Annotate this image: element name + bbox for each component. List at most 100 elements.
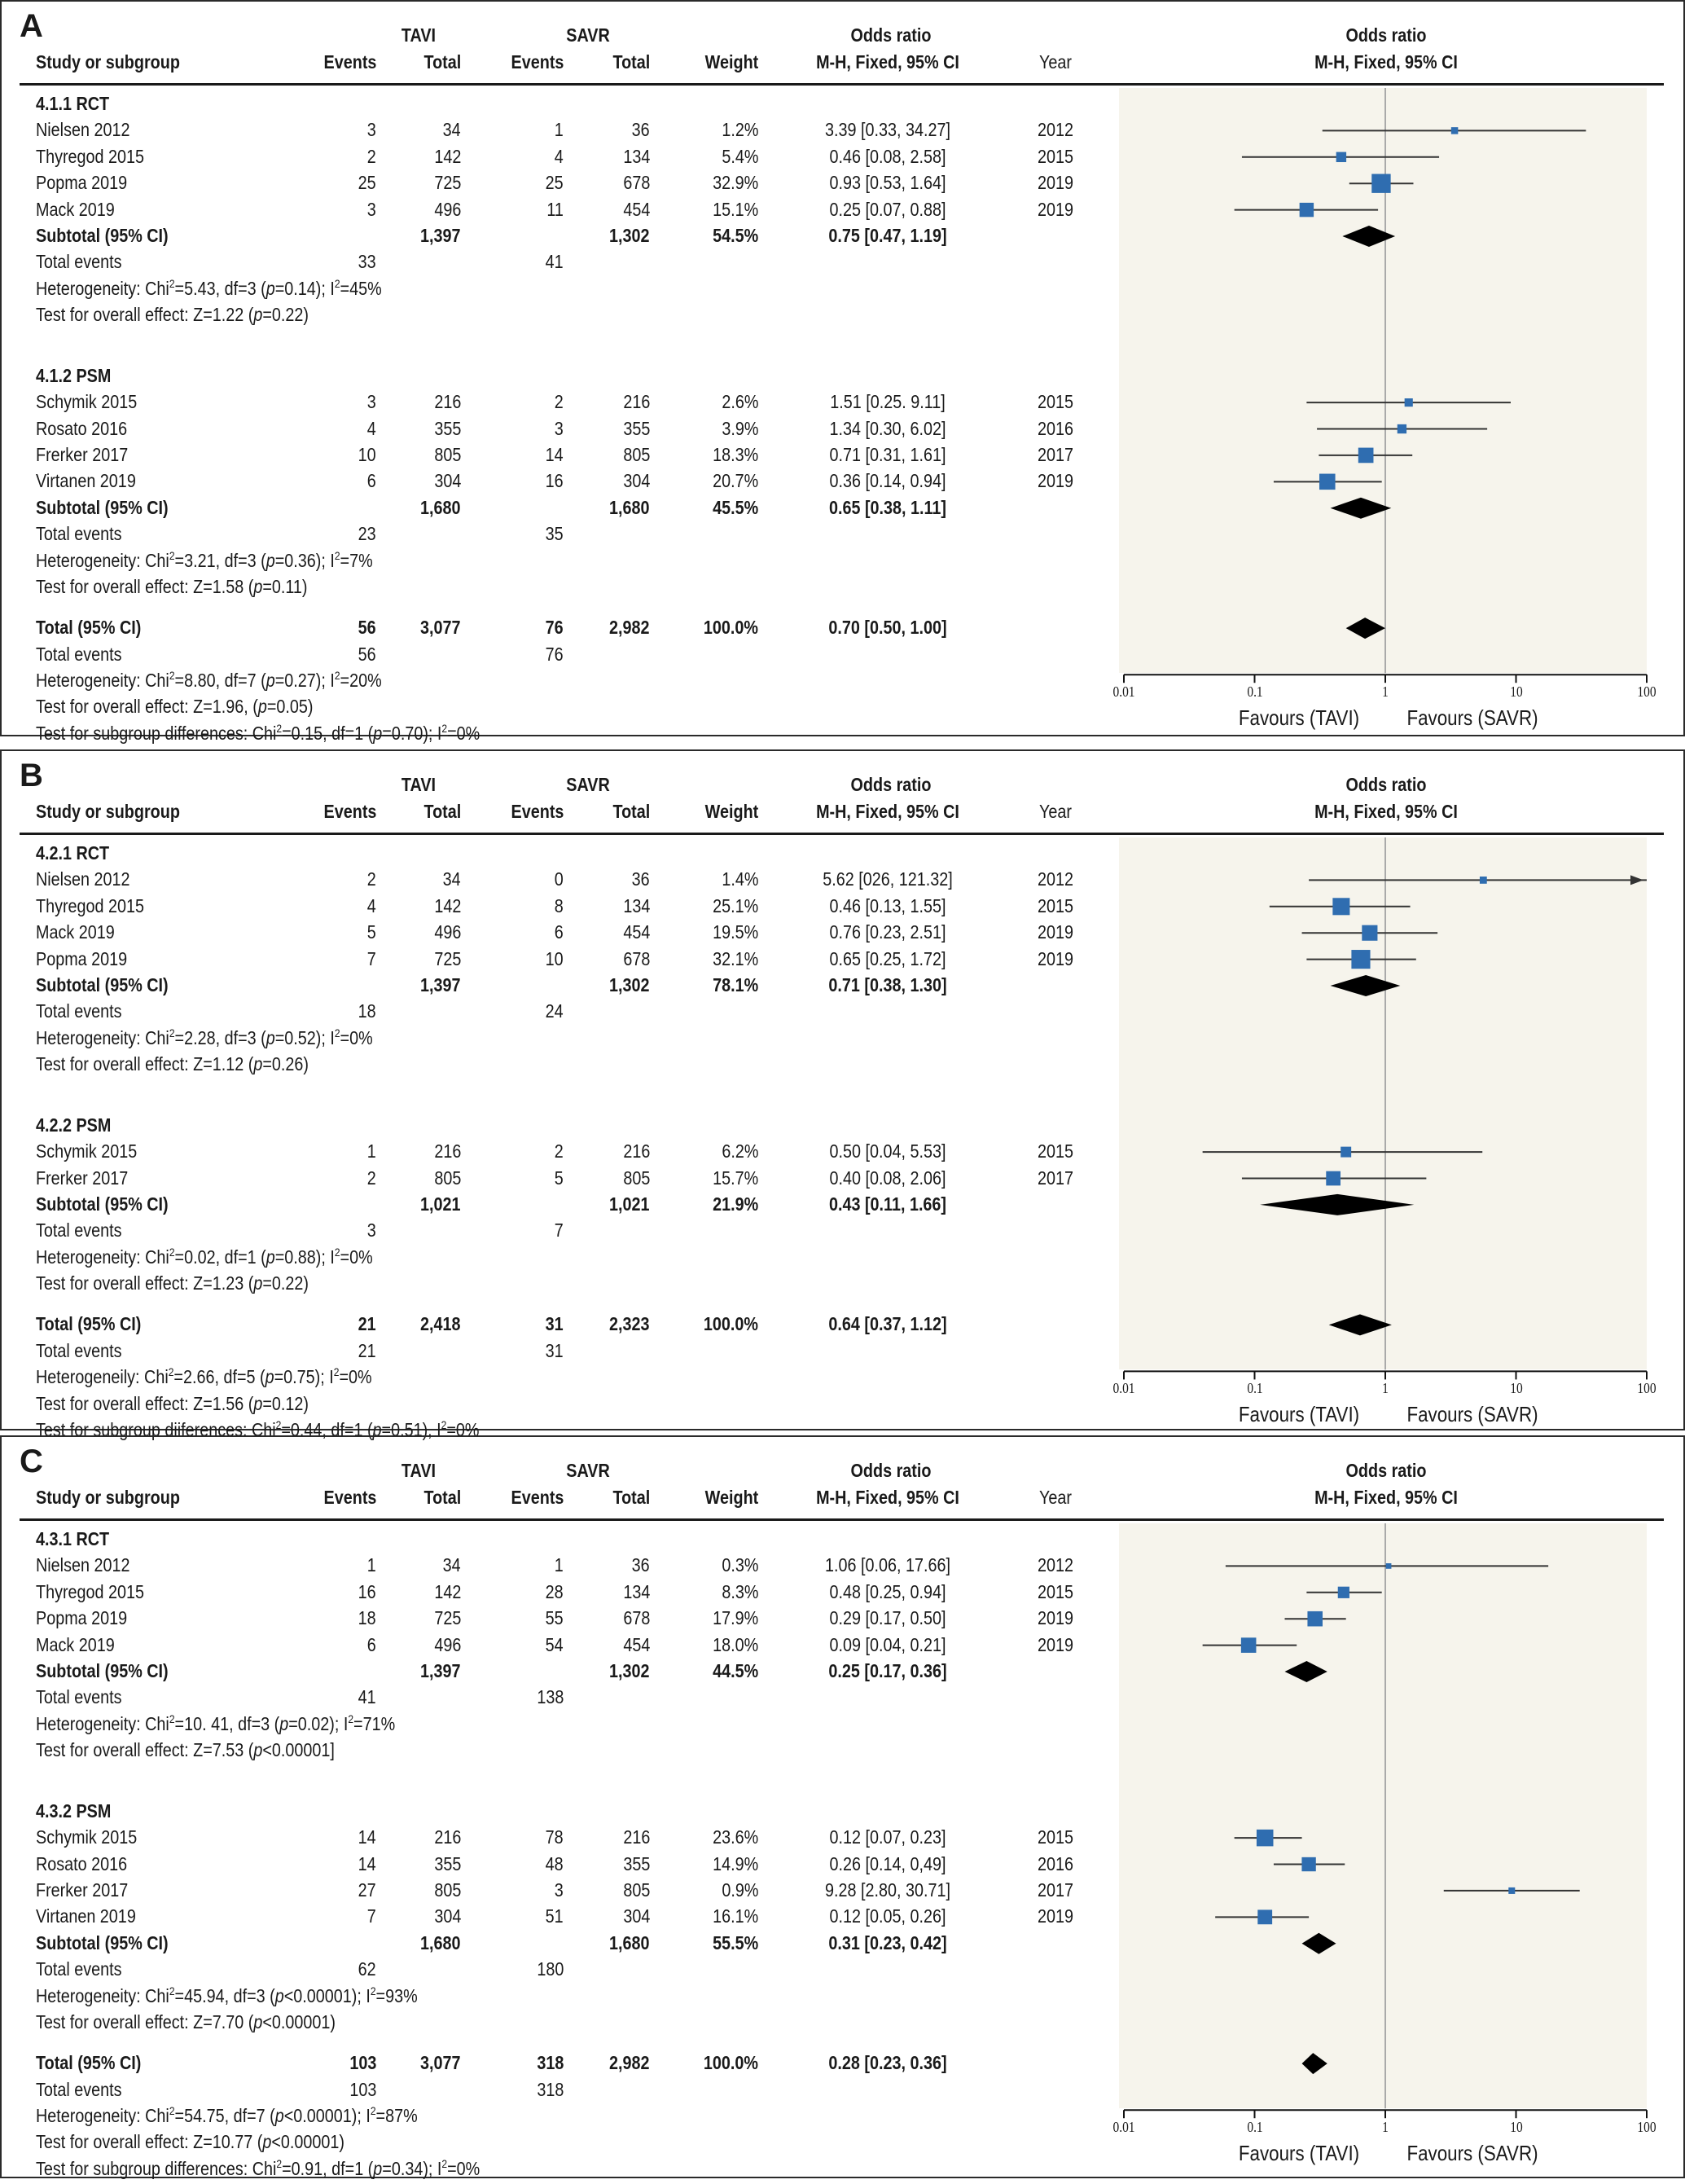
text-fragment: 2	[169, 548, 175, 562]
events-tavi: 3	[366, 1219, 376, 1241]
study-name: Virtanen 2019	[36, 470, 136, 492]
events-savr: 16	[545, 470, 564, 492]
odds-ratio-ci: 0.65 [0.38, 1.11]	[828, 496, 947, 518]
events-tavi: 7	[366, 1905, 376, 1927]
total-savr: 216	[622, 1826, 650, 1848]
total-diamond	[1301, 2053, 1327, 2075]
text-fragment: =0.36); I	[274, 549, 335, 571]
text-fragment: Heterogeneity: Chi	[36, 1984, 169, 2006]
weight-value: 18.0%	[712, 1633, 758, 1655]
effect-square	[1351, 950, 1371, 969]
study-name: Rosato 2016	[36, 417, 128, 439]
favours-tavi-label: Favours (TAVI)	[1238, 1402, 1360, 1427]
header-year: Year	[1039, 1487, 1072, 1508]
odds-ratio-ci: 5.62 [026, 121.32]	[823, 868, 953, 890]
panel-frame	[0, 749, 1685, 1430]
heterogeneity-text: Heterogeneily: Chi2=2.66, df=5 (p=0.75);…	[36, 1365, 372, 1386]
weight-value: 8.3%	[721, 1580, 758, 1602]
text-fragment: 2	[275, 1417, 282, 1431]
text-fragment: =87%	[375, 2104, 418, 2126]
panel-frame	[0, 0, 1685, 736]
events-tavi: 62	[358, 1958, 376, 1980]
header-events-tavi: Events	[323, 51, 376, 73]
odds-ratio-ci: 0.76 [0.23, 2.51]	[829, 921, 946, 943]
heterogeneity-text: Heterogeneity: Chi2=0.02, df=1 (p=0.88);…	[36, 1246, 373, 1267]
year-value: 2017	[1037, 1879, 1073, 1901]
header-total-savr: Total	[612, 51, 650, 73]
year-value: 2012	[1037, 868, 1073, 890]
header-plot-odds-ratio: Odds ratio	[1345, 24, 1427, 46]
total-tavi: 216	[433, 1140, 461, 1162]
text-fragment: <0.00001); I	[283, 2104, 371, 2126]
panel-letter: A	[20, 8, 43, 44]
plot-area	[1119, 1523, 1647, 2109]
odds-ratio-ci: 0.25 [0.07, 0.88]	[829, 198, 946, 220]
text-fragment: 2	[333, 1365, 340, 1379]
x-tick-label: 100	[1637, 1380, 1656, 1397]
total-tavi: 3,077	[420, 617, 461, 639]
text-fragment: =0.22)	[262, 1272, 309, 1294]
header-plot-method: M-H, Fixed, 95% CI	[1314, 1487, 1458, 1508]
text-fragment: Heterogeneity: Chi	[36, 549, 169, 571]
text-fragment: 2	[441, 1417, 447, 1431]
text-fragment: p	[265, 1026, 275, 1048]
odds-ratio-ci: 0.93 [0.53, 1.64]	[829, 172, 946, 194]
text-fragment: 2	[169, 2103, 175, 2117]
study-name: Nielsen 2012	[36, 1554, 130, 1576]
header-tavi: TAVI	[401, 774, 437, 795]
total-savr: 1,680	[609, 496, 650, 518]
text-fragment: 2	[334, 548, 340, 562]
text-fragment: Heterogeneity: Chi	[36, 277, 169, 299]
events-savr: 318	[536, 2078, 564, 2100]
weight-value: 6.2%	[721, 1140, 758, 1162]
year-value: 2017	[1037, 1167, 1073, 1189]
total-events-label: Total events	[36, 1958, 122, 1980]
events-tavi: 25	[358, 172, 376, 194]
events-savr: 1	[554, 119, 564, 141]
events-tavi: 21	[358, 1313, 376, 1335]
text-fragment: p	[262, 2131, 272, 2153]
events-tavi: 3	[366, 198, 376, 220]
header-total-tavi: Total	[423, 801, 461, 822]
odds-ratio-ci: 0.65 [0.25, 1.72]	[829, 947, 946, 969]
text-fragment: 2	[348, 1712, 354, 1725]
events-savr: 7	[554, 1219, 564, 1241]
total-savr: 805	[622, 1879, 650, 1901]
header-study: Study or subgroup	[36, 1487, 180, 1508]
events-tavi: 41	[358, 1686, 376, 1708]
text-fragment: p	[265, 669, 275, 691]
heterogeneity-text: Heterogeneity: Chi2=54.75, df=7 (p<0.000…	[36, 2103, 418, 2126]
events-tavi: 6	[366, 1633, 376, 1655]
total-diamond	[1328, 1314, 1392, 1336]
heterogeneity-text: Heterogeneity: Chi2=2.28, df=3 (p=0.52);…	[36, 1026, 373, 1048]
events-tavi: 2	[366, 868, 376, 890]
events-tavi: 103	[349, 2052, 376, 2074]
odds-ratio-ci: 0.71 [0.31, 1.61]	[829, 443, 946, 465]
text-fragment: p	[274, 1984, 284, 2006]
subtotal-label: Subtotal (95% CI)	[36, 225, 169, 246]
study-name: Mack 2019	[36, 1633, 115, 1655]
text-fragment: =0%	[447, 2157, 480, 2179]
events-savr: 0	[554, 868, 564, 890]
total-tavi: 142	[433, 894, 461, 916]
header-weight: Weight	[704, 801, 758, 822]
weight-value: 3.9%	[721, 417, 758, 439]
effect-square	[1332, 898, 1350, 916]
subgroup-differences-text: Test for subgroup diiferences: Chi2=0.44…	[36, 1417, 480, 1439]
events-savr: 2	[554, 1140, 564, 1162]
overall-effect-text: Test for overall effect: Z=10.77 (p<0.00…	[36, 2133, 344, 2151]
events-savr: 6	[554, 921, 564, 943]
total-tavi: 496	[433, 921, 461, 943]
total-savr: 2,982	[609, 617, 650, 639]
weight-value: 2.6%	[721, 391, 758, 413]
text-fragment: =8.80, df=7 (	[174, 669, 266, 691]
effect-square	[1479, 877, 1487, 884]
events-savr: 28	[545, 1580, 564, 1602]
header-weight: Weight	[704, 1487, 758, 1508]
header-plot-method: M-H, Fixed, 95% CI	[1314, 801, 1458, 822]
text-fragment: 2	[370, 1984, 376, 1997]
header-rule	[20, 833, 1664, 835]
events-savr: 3	[554, 417, 564, 439]
study-name: Schymik 2015	[36, 391, 138, 413]
total-savr: 454	[622, 921, 650, 943]
